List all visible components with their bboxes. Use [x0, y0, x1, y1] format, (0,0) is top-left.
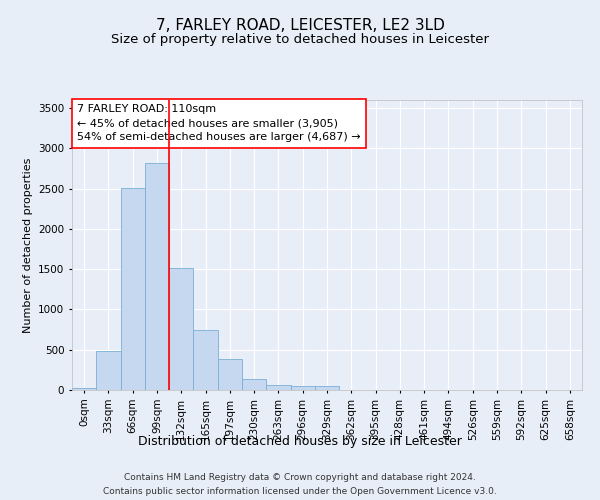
- Bar: [242, 378, 266, 390]
- Text: Size of property relative to detached houses in Leicester: Size of property relative to detached ho…: [111, 32, 489, 46]
- Bar: [315, 386, 339, 390]
- Text: 7 FARLEY ROAD: 110sqm
← 45% of detached houses are smaller (3,905)
54% of semi-d: 7 FARLEY ROAD: 110sqm ← 45% of detached …: [77, 104, 361, 142]
- Bar: [266, 385, 290, 390]
- Text: Distribution of detached houses by size in Leicester: Distribution of detached houses by size …: [138, 435, 462, 448]
- Text: 7, FARLEY ROAD, LEICESTER, LE2 3LD: 7, FARLEY ROAD, LEICESTER, LE2 3LD: [155, 18, 445, 32]
- Text: Contains public sector information licensed under the Open Government Licence v3: Contains public sector information licen…: [103, 488, 497, 496]
- Bar: [193, 330, 218, 390]
- Y-axis label: Number of detached properties: Number of detached properties: [23, 158, 32, 332]
- Bar: [121, 188, 145, 390]
- Bar: [72, 388, 96, 390]
- Bar: [169, 268, 193, 390]
- Bar: [96, 352, 121, 390]
- Text: Contains HM Land Registry data © Crown copyright and database right 2024.: Contains HM Land Registry data © Crown c…: [124, 472, 476, 482]
- Bar: [218, 360, 242, 390]
- Bar: [145, 163, 169, 390]
- Bar: [290, 386, 315, 390]
